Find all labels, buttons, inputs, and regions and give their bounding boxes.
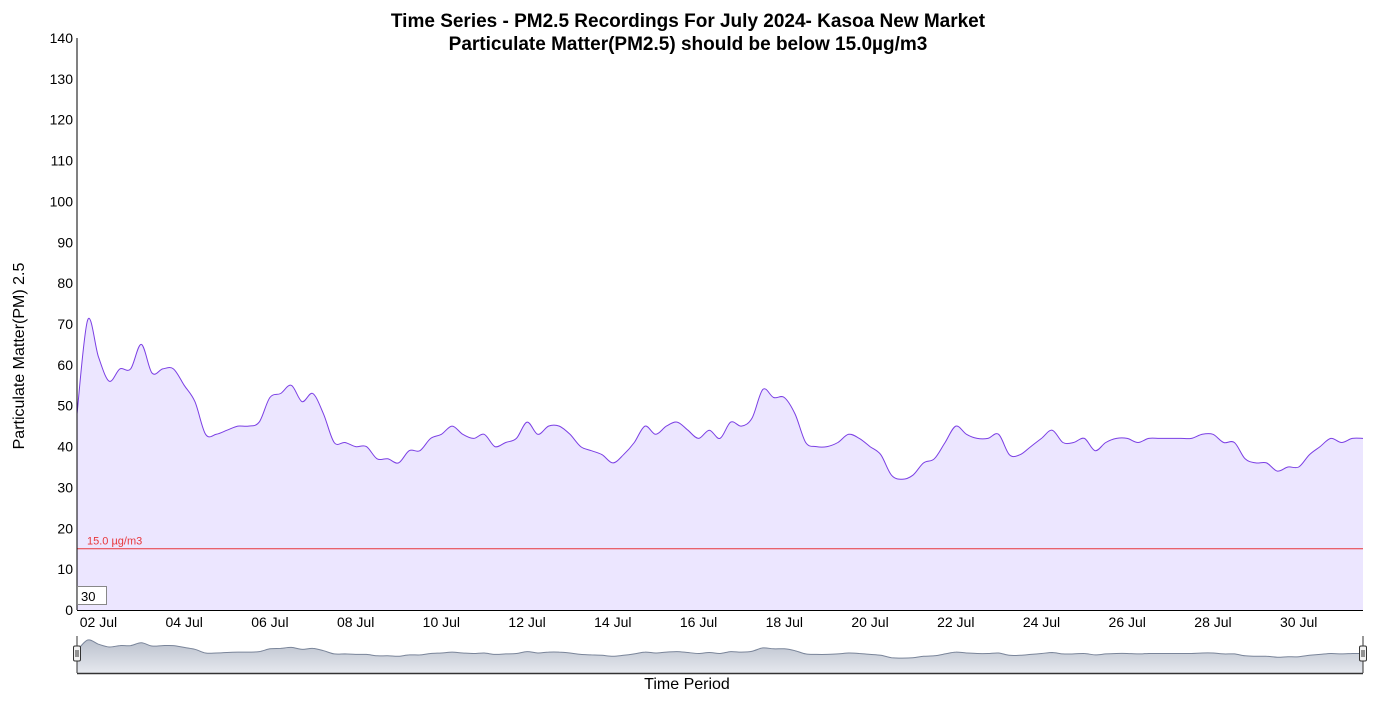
y-tick-label: 140 (50, 30, 74, 46)
chart-title: Time Series - PM2.5 Recordings For July … (391, 11, 986, 32)
x-tick-label: 02 Jul (80, 614, 117, 630)
chart-subtitle: Particulate Matter(PM2.5) should be belo… (449, 34, 928, 55)
y-axis-title: Particulate Matter(PM) 2.5 (11, 263, 28, 450)
navigator-area (77, 639, 1363, 673)
x-tick-label: 16 Jul (680, 614, 717, 630)
x-tick-label: 22 Jul (937, 614, 974, 630)
x-tick-label: 20 Jul (851, 614, 888, 630)
x-tick-label: 24 Jul (1023, 614, 1060, 630)
x-tick-label: 08 Jul (337, 614, 374, 630)
y-tick-label: 110 (51, 153, 74, 169)
x-axis-title: Time Period (644, 676, 730, 693)
y-tick-label: 20 (57, 520, 73, 536)
navigator-left-handle[interactable] (73, 645, 81, 662)
x-axis: 02 Jul 04 Jul 06 Jul 08 Jul 10 Jul 12 Jul 14 J… (77, 610, 1363, 630)
y-tick-label: 60 (57, 357, 73, 373)
series-line (76, 317, 1364, 480)
x-tick-label: 18 Jul (766, 614, 803, 630)
x-tick-label: 30 Jul (1280, 614, 1317, 630)
x-tick-label: 06 Jul (251, 614, 288, 630)
series-area (77, 318, 1363, 610)
y-tick-label: 90 (57, 234, 73, 250)
y-tick-label: 100 (50, 193, 74, 209)
y-tick-label: 30 (57, 479, 73, 495)
x-tick-label: 28 Jul (1194, 614, 1231, 630)
y-axis: 0 10 20 30 40 50 60 70 80 90 100 110 120 130 140 (50, 30, 78, 618)
threshold-layer: 15.0 µg/m3 (77, 536, 1363, 550)
series-layer (76, 317, 1364, 610)
y-tick-label: 80 (57, 275, 73, 291)
y-tick-label: 10 (57, 561, 73, 577)
y-tick-label: 120 (50, 112, 74, 128)
navigator-line (76, 639, 1364, 659)
x-tick-label: 14 Jul (594, 614, 631, 630)
rolling-period-input[interactable]: 30 (77, 586, 107, 605)
x-tick-label: 04 Jul (165, 614, 202, 630)
y-tick-label: 70 (57, 316, 73, 332)
threshold-label: 15.0 µg/m3 (87, 536, 142, 548)
navigator[interactable] (73, 636, 1367, 675)
y-tick-label: 50 (57, 398, 73, 414)
y-tick-label: 130 (50, 71, 74, 87)
x-tick-label: 12 Jul (508, 614, 545, 630)
navigator-right-handle[interactable] (1359, 645, 1367, 662)
y-tick-label: 40 (57, 439, 73, 455)
y-tick-label: 0 (65, 602, 73, 618)
x-tick-label: 26 Jul (1109, 614, 1146, 630)
x-tick-label: 10 Jul (423, 614, 460, 630)
